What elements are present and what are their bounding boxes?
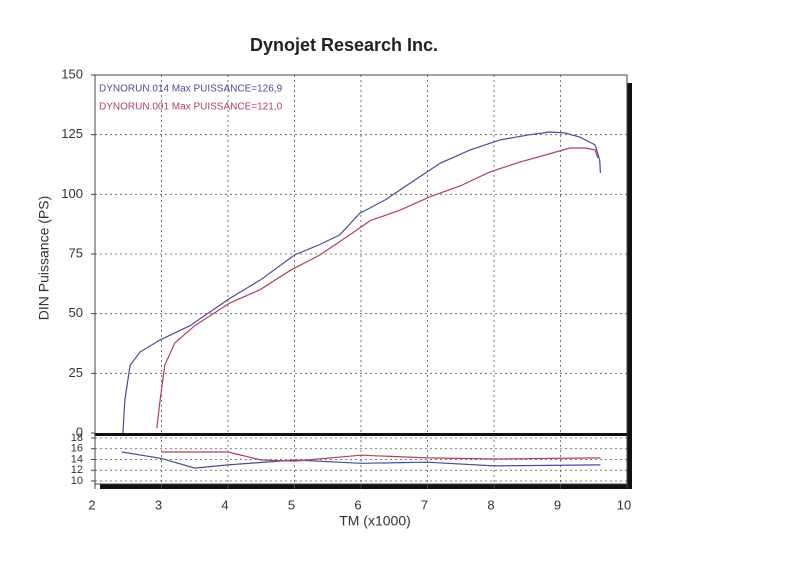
y-tick-label: 50 [69,305,83,320]
frame-shadow [627,83,632,489]
x-tick-label: 4 [221,497,228,512]
data-line [161,451,601,462]
x-tick-label: 10 [617,497,631,512]
x-tick-label: 7 [421,497,428,512]
data-line [122,131,601,434]
y-tick-label: 100 [61,186,83,201]
y-tick-label: 16 [71,443,83,455]
y-tick-label: 10 [71,475,83,487]
data-line [121,451,601,469]
data-line [156,147,599,429]
x-axis-label: TM (x1000) [339,513,411,529]
x-tick-label: 5 [288,497,295,512]
y-axis-label: DIN Puissance (PS) [36,196,52,320]
x-tick-label: 2 [88,497,95,512]
y-tick-label: 125 [61,126,83,141]
y-tick-label: 18 [71,432,83,444]
y-tick-label: 0 [76,424,83,439]
legend-entry: DYNORUN.014 Max PUISSANCE=126,9 [99,84,283,95]
frame-shadow [100,484,632,489]
chart-title: Dynojet Research Inc. [250,35,438,55]
y-tick-label: 150 [61,66,83,81]
x-tick-label: 3 [155,497,162,512]
y-tick-label: 14 [71,453,83,465]
y-tick-label: 75 [69,245,83,260]
y-tick-label: 12 [71,464,83,476]
y-tick-label: 25 [69,365,83,380]
x-tick-label: 6 [354,497,361,512]
x-tick-label: 8 [487,497,494,512]
x-tick-label: 9 [554,497,561,512]
legend-entry: DYNORUN.001 Max PUISSANCE=121,0 [99,102,283,113]
